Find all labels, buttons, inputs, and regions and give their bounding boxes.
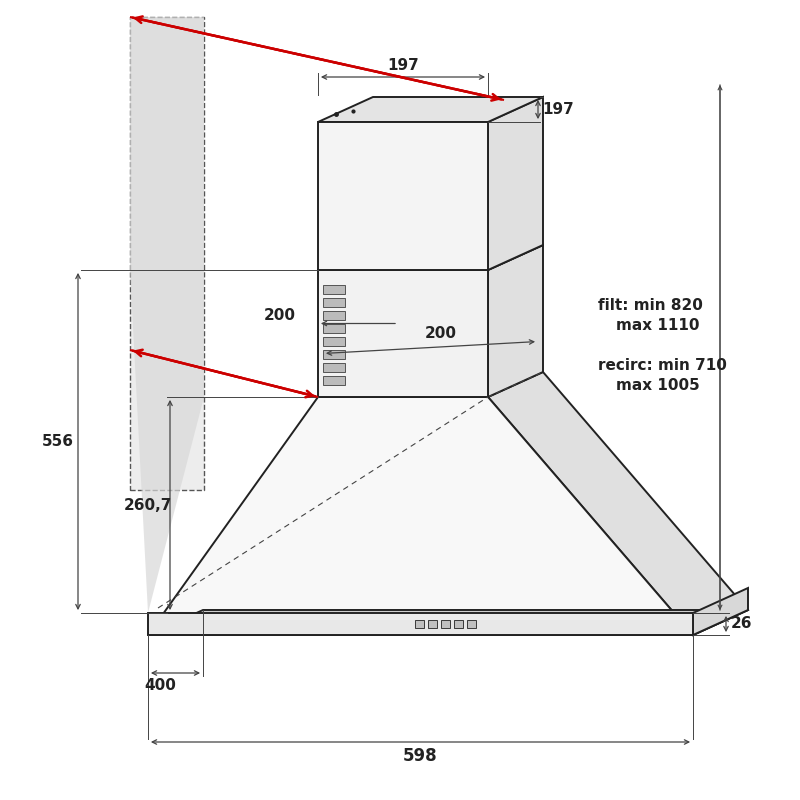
Text: 200: 200 xyxy=(264,308,296,323)
Polygon shape xyxy=(428,620,437,628)
Text: 598: 598 xyxy=(403,747,438,765)
Polygon shape xyxy=(467,620,476,628)
Polygon shape xyxy=(130,17,204,490)
Polygon shape xyxy=(318,97,543,122)
Polygon shape xyxy=(148,397,693,635)
Text: max 1005: max 1005 xyxy=(616,378,700,393)
Polygon shape xyxy=(318,372,543,397)
Polygon shape xyxy=(318,122,488,270)
Polygon shape xyxy=(323,311,345,320)
Polygon shape xyxy=(454,620,463,628)
Text: 200: 200 xyxy=(425,326,457,341)
Polygon shape xyxy=(323,324,345,333)
Polygon shape xyxy=(323,350,345,359)
Polygon shape xyxy=(130,17,204,613)
Text: recirc: min 710: recirc: min 710 xyxy=(598,358,727,373)
Polygon shape xyxy=(318,270,488,397)
Text: 26: 26 xyxy=(731,617,753,631)
Text: 556: 556 xyxy=(42,434,74,449)
Polygon shape xyxy=(488,372,748,635)
Polygon shape xyxy=(148,610,748,635)
Polygon shape xyxy=(318,245,543,270)
Polygon shape xyxy=(441,620,450,628)
Polygon shape xyxy=(323,376,345,385)
Polygon shape xyxy=(323,285,345,294)
Polygon shape xyxy=(148,613,693,635)
Polygon shape xyxy=(488,97,543,270)
Polygon shape xyxy=(415,620,424,628)
Polygon shape xyxy=(323,298,345,307)
Text: 197: 197 xyxy=(542,102,574,117)
Polygon shape xyxy=(323,337,345,346)
Text: 197: 197 xyxy=(387,58,419,73)
Polygon shape xyxy=(323,363,345,372)
Polygon shape xyxy=(488,245,543,397)
Text: filt: min 820: filt: min 820 xyxy=(598,298,703,313)
Text: max 1110: max 1110 xyxy=(616,318,699,333)
Text: 260,7: 260,7 xyxy=(124,498,172,513)
Polygon shape xyxy=(693,588,748,635)
Text: 400: 400 xyxy=(145,678,177,693)
